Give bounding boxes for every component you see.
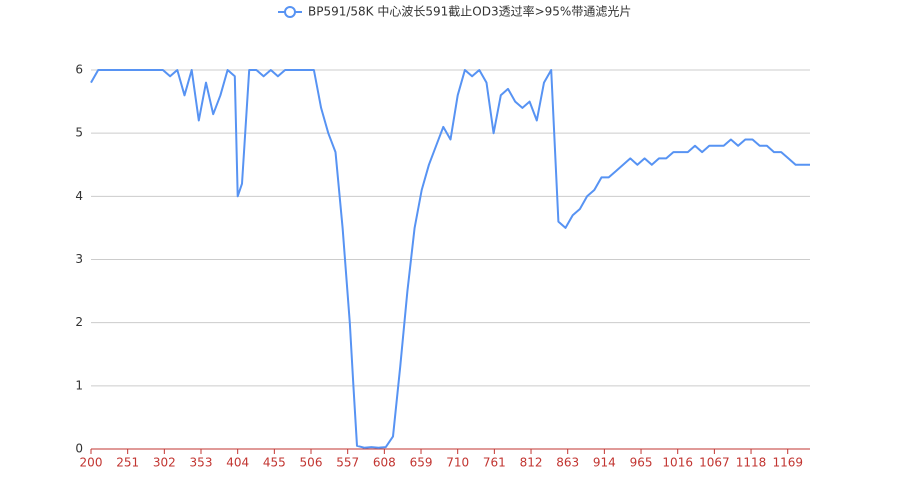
x-tick-label: 1016: [662, 456, 693, 470]
legend-label: BP591/58K 中心波长591截止OD3透过率>95%带通滤光片: [308, 4, 631, 19]
x-tick-label: 251: [116, 456, 139, 470]
x-tick-label: 1169: [772, 456, 803, 470]
x-tick-label: 506: [300, 456, 323, 470]
x-tick-label: 200: [80, 456, 103, 470]
y-tick-label: 2: [75, 315, 83, 329]
y-tick-label: 4: [75, 189, 83, 203]
x-tick-label: 863: [556, 456, 579, 470]
y-tick-label: 5: [75, 126, 83, 140]
x-tick-label: 608: [373, 456, 396, 470]
x-tick-label: 761: [483, 456, 506, 470]
x-tick-label: 914: [593, 456, 616, 470]
legend[interactable]: BP591/58K 中心波长591截止OD3透过率>95%带通滤光片: [278, 4, 631, 19]
x-tick-label: 455: [263, 456, 286, 470]
data-line: [90, 69, 810, 449]
y-tick-label: 1: [75, 378, 83, 392]
x-tick-label: 1067: [699, 456, 730, 470]
x-tick-label: 404: [226, 456, 249, 470]
x-tick-label: 965: [630, 456, 653, 470]
x-tick-label: 302: [153, 456, 176, 470]
x-tick-label: 812: [520, 456, 543, 470]
y-tick-label: 6: [75, 63, 83, 77]
legend-symbol: [284, 6, 296, 18]
x-tick-label: 1118: [736, 456, 767, 470]
x-tick-label: 659: [410, 456, 433, 470]
y-tick-label: 0: [75, 442, 83, 456]
x-tick-label: 353: [190, 456, 213, 470]
x-tick-label: 710: [446, 456, 469, 470]
y-tick-label: 3: [75, 252, 83, 266]
x-tick-label: 557: [336, 456, 359, 470]
